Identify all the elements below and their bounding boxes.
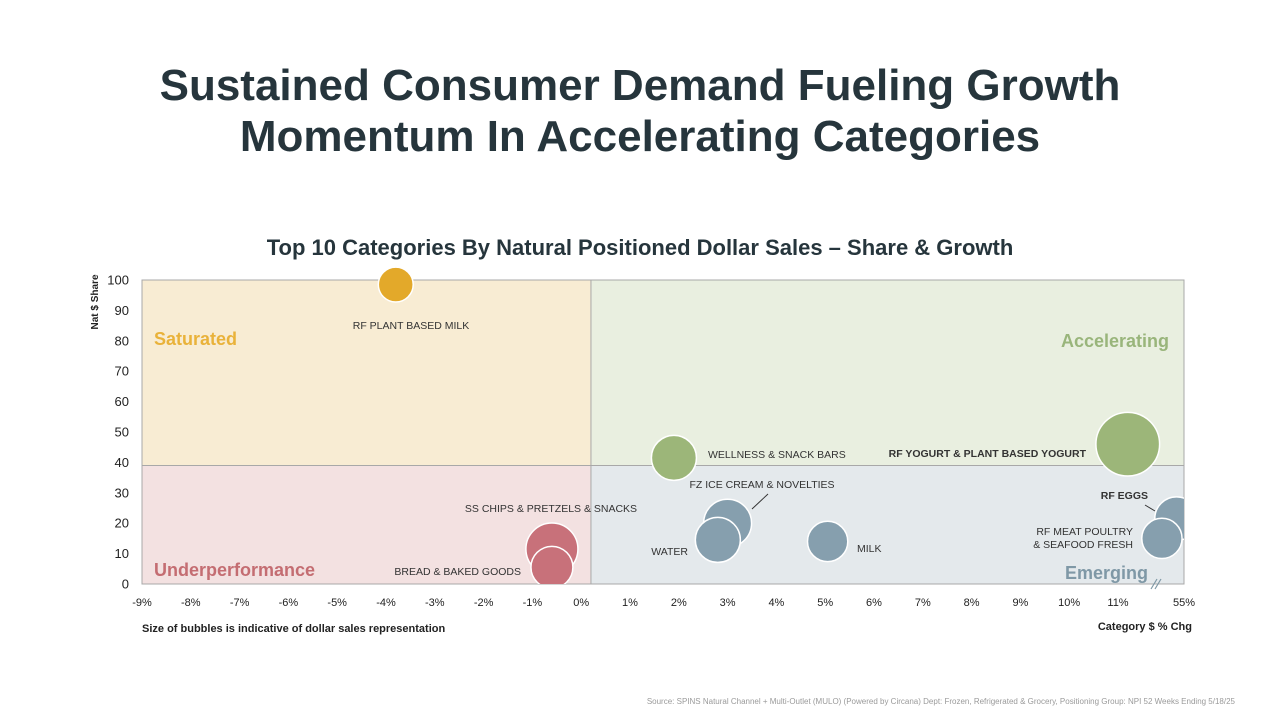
quadrant-label-accelerating: Accelerating	[1061, 331, 1169, 351]
bubble-label-rf-plant-based-milk: RF PLANT BASED MILK	[353, 320, 470, 332]
leader-line-fz-ice-cream	[751, 493, 769, 510]
x-tick-label: 7%	[915, 597, 931, 609]
x-tick-label: 8%	[964, 597, 980, 609]
x-tick-label: -8%	[181, 597, 201, 609]
page-title-line-1: Sustained Consumer Demand Fueling Growth	[159, 61, 1121, 110]
bubble-milk	[806, 520, 849, 563]
bubble-label-fz-ice-cream-novelties: FZ ICE CREAM & NOVELTIES	[689, 479, 834, 491]
quadrant-underperformance	[142, 465, 591, 584]
quadrant-label-underperformance: Underperformance	[154, 560, 315, 580]
bubble-rf-meat-poultry-seafood-fresh	[1141, 517, 1183, 560]
y-tick-label: 50	[115, 425, 129, 440]
x-tick-label: -5%	[327, 597, 347, 609]
axis-break-mark	[1150, 578, 1158, 590]
x-tick-label: 2%	[671, 597, 687, 609]
bubble-label-rf-meat-poultry-seafood-fresh-line-1: RF MEAT POULTRY	[1036, 526, 1133, 538]
axis-break-mark	[1154, 578, 1162, 590]
x-tick-label: 55%	[1173, 597, 1195, 609]
y-tick-label: 100	[107, 273, 129, 288]
y-tick-label: 40	[115, 455, 129, 470]
x-tick-label: -4%	[376, 597, 396, 609]
x-tick-label: 1%	[622, 597, 638, 609]
bubble-label-rf-eggs: RF EGGS	[1101, 490, 1148, 502]
y-tick-label: 30	[115, 485, 129, 500]
quadrant-emerging	[590, 465, 1184, 584]
page-title: Sustained Consumer Demand Fueling Growth…	[0, 60, 1280, 162]
x-tick-label: -1%	[523, 597, 543, 609]
quadrant-accelerating	[590, 280, 1184, 466]
y-tick-label: 10	[115, 546, 129, 561]
x-tick-label: 11%	[1107, 597, 1128, 609]
x-tick-label: 9%	[1012, 597, 1028, 609]
x-tick-label: -2%	[474, 597, 494, 609]
y-tick-label: 70	[115, 364, 129, 379]
x-tick-label: 3%	[720, 597, 736, 609]
x-tick-label: 0%	[573, 597, 589, 609]
x-axis-label: Category $ % Chg	[1098, 621, 1192, 633]
y-tick-label: 80	[115, 333, 129, 348]
bubble-label-rf-meat-poultry-seafood-fresh: RF MEAT POULTRY & SEAFOOD FRESH	[1033, 526, 1133, 551]
bubble-water	[694, 516, 742, 564]
bubble-label-ss-chips-pretzels-snacks: SS CHIPS & PRETZELS & SNACKS	[465, 503, 637, 515]
x-tick-label: -7%	[230, 597, 250, 609]
bubble-wellness-snack-bars	[650, 434, 698, 482]
bubble-label-water: WATER	[651, 546, 688, 558]
quadrant-saturated	[142, 280, 591, 466]
chart-title: Top 10 Categories By Natural Positioned …	[266, 235, 1014, 260]
bubble-label-rf-meat-poultry-seafood-fresh-line-2: & SEAFOOD FRESH	[1033, 539, 1133, 551]
bubble-label-bread-baked-goods: BREAD & BAKED GOODS	[394, 566, 521, 578]
x-tick-label: -9%	[132, 597, 152, 609]
bubbles-group	[377, 266, 1184, 584]
quadrant-label-emerging: Emerging	[1065, 563, 1148, 583]
plot-frame	[141, 279, 1185, 585]
y-axis-label: Nat $ Share	[90, 274, 101, 329]
x-tick-label: -6%	[279, 597, 299, 609]
y-tick-label: 60	[115, 394, 129, 409]
bubble-label-wellness-snack-bars: WELLNESS & SNACK BARS	[708, 449, 846, 461]
x-tick-label: -3%	[425, 597, 445, 609]
y-tick-label: 20	[115, 516, 129, 531]
y-tick-label: 0	[122, 577, 129, 592]
x-tick-label: 6%	[866, 597, 882, 609]
bubble-rf-yogurt-plant-based-yogurt	[1095, 411, 1161, 477]
source-note: Source: SPINS Natural Channel + Multi-Ou…	[646, 697, 1235, 706]
bubble-bread-baked-goods	[530, 545, 574, 584]
bubble-label-milk: MILK	[857, 543, 882, 555]
bubble-rf-plant-based-milk	[377, 266, 414, 303]
bubble-label-rf-yogurt-plant-based-yogurt: RF YOGURT & PLANT BASED YOGURT	[889, 448, 1087, 460]
x-tick-label: 4%	[768, 597, 784, 609]
x-tick-label: 10%	[1058, 597, 1080, 609]
x-tick-label: 5%	[817, 597, 833, 609]
leader-line-rf-eggs	[1144, 504, 1156, 512]
y-tick-label: 90	[115, 303, 129, 318]
quadrant-label-saturated: Saturated	[154, 329, 237, 349]
page-title-line-2: Momentum In Accelerating Categories	[239, 112, 1041, 161]
bubble-size-note: Size of bubbles is indicative of dollar …	[142, 623, 445, 635]
